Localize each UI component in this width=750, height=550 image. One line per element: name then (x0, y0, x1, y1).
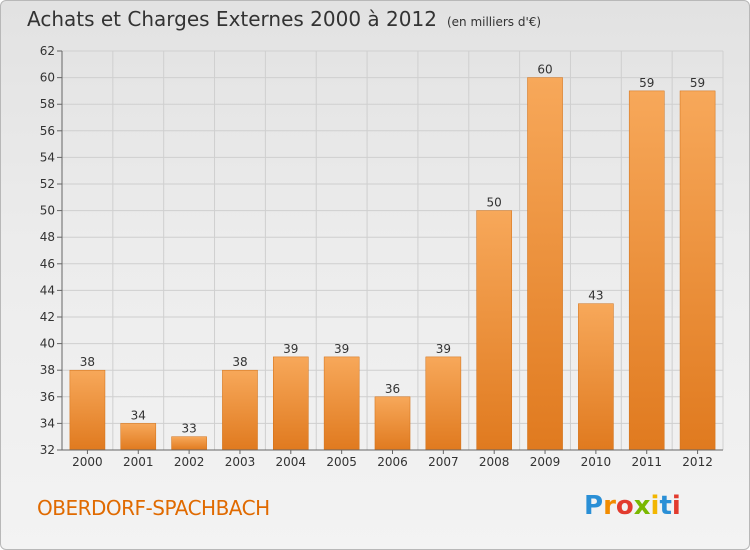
logo-letter: r (603, 491, 616, 521)
y-tick-label: 50 (40, 204, 55, 218)
y-tick-label: 62 (40, 44, 55, 58)
y-tick-label: 40 (40, 337, 55, 351)
x-tick-label-2008: 2008 (479, 455, 510, 469)
bar-2008 (476, 210, 512, 451)
chart-title: Achats et Charges Externes 2000 à 2012 (e… (27, 7, 541, 31)
y-tick-label: 58 (40, 97, 55, 111)
data-label-2009: 60 (537, 63, 552, 77)
y-tick-label: 56 (40, 124, 55, 138)
data-label-2012: 59 (690, 76, 705, 90)
y-tick-label: 54 (40, 150, 55, 164)
y-tick-label: 38 (40, 363, 55, 377)
data-label-2006: 36 (385, 382, 400, 396)
chart-title-text: Achats et Charges Externes 2000 à 2012 (27, 7, 437, 31)
y-tick-label: 52 (40, 177, 55, 191)
logo-letter: x (633, 491, 651, 521)
data-label-2003: 38 (232, 355, 247, 369)
y-tick-label: 32 (40, 443, 55, 457)
data-label-2010: 43 (588, 289, 603, 303)
data-label-2002: 33 (181, 422, 196, 436)
bar-2009 (527, 77, 563, 451)
data-label-2007: 39 (436, 342, 451, 356)
commune-name: OBERDORF-SPACHBACH (37, 496, 270, 520)
y-tick-label: 34 (40, 416, 55, 430)
y-tick-label: 48 (40, 230, 55, 244)
x-tick-label-2006: 2006 (377, 455, 408, 469)
x-tick-label-2002: 2002 (174, 455, 205, 469)
logo-letter: P (584, 491, 604, 521)
bar-2007 (425, 356, 462, 451)
bar-2004 (273, 356, 309, 451)
data-label-2004: 39 (283, 342, 298, 356)
x-tick-label-2003: 2003 (225, 455, 256, 469)
bar-2005 (323, 356, 360, 451)
bar-2002 (171, 436, 207, 451)
y-tick-label: 36 (40, 390, 55, 404)
bar-2012 (679, 90, 716, 451)
bar-2010 (578, 303, 614, 451)
x-tick-label-2010: 2010 (581, 455, 612, 469)
data-label-2011: 59 (639, 76, 654, 90)
bar-2000 (69, 369, 106, 451)
data-label-2000: 38 (80, 355, 95, 369)
x-tick-label-2004: 2004 (276, 455, 307, 469)
proxiti-logo: Proxiti (584, 491, 681, 521)
data-label-2005: 39 (334, 342, 349, 356)
data-label-2008: 50 (487, 196, 502, 210)
x-tick-label-2000: 2000 (72, 455, 103, 469)
logo-letter: t (659, 491, 672, 521)
x-tick-label-2001: 2001 (123, 455, 154, 469)
logo-letter: o (615, 491, 634, 521)
x-tick-label-2012: 2012 (682, 455, 713, 469)
chart-unit: (en milliers d'€) (446, 15, 542, 29)
y-tick-label: 44 (40, 283, 55, 297)
data-label-2001: 34 (131, 408, 146, 422)
bar-2006 (374, 396, 411, 451)
bar-2011 (628, 90, 665, 451)
logo-letter: i (671, 491, 681, 521)
bar-2003 (222, 369, 258, 451)
logo-letter: i (650, 491, 660, 521)
x-tick-label-2007: 2007 (428, 455, 459, 469)
x-tick-label-2011: 2011 (631, 455, 662, 469)
x-tick-label-2005: 2005 (326, 455, 357, 469)
y-tick-label: 46 (40, 257, 55, 271)
axes: 32 34 36 38 40 42 44 46 48 50 52 54 56 58 60 62 2000 2001… (40, 44, 723, 469)
bar-2001 (120, 423, 157, 451)
y-tick-label: 60 (40, 71, 55, 85)
y-tick-label: 42 (40, 310, 55, 324)
x-tick-label-2009: 2009 (530, 455, 561, 469)
bars: 38 34 33 38 39 39 36 39 50 60 43 59 59 (69, 63, 716, 451)
